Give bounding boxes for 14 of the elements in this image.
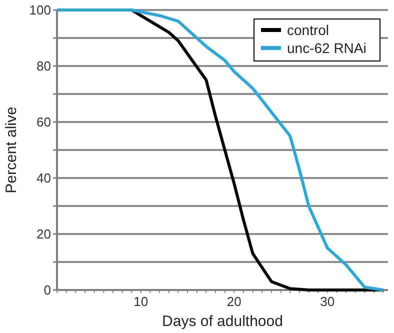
y-tick-label: 20 [36, 226, 51, 242]
y-tick-label: 0 [44, 282, 51, 298]
legend-label: control [287, 22, 330, 38]
y-axis-title: Percent alive [3, 106, 20, 194]
line-series [56, 8, 385, 292]
x-axis-title: Days of adulthood [162, 313, 283, 330]
y-tick-label: 100 [29, 2, 51, 18]
y-tick-label: 60 [36, 114, 51, 130]
y-tick-label: 80 [36, 58, 51, 74]
x-tick-label: 30 [320, 294, 335, 309]
x-tick-label: 20 [226, 294, 242, 309]
x-tick-label: 10 [134, 294, 148, 309]
legend-label: unc-62 RNAi [287, 40, 366, 56]
y-tick-label: 40 [36, 170, 51, 186]
